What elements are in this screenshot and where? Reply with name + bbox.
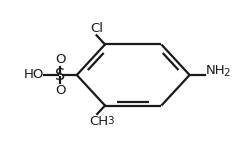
Text: 3: 3	[107, 116, 114, 126]
Text: S: S	[55, 68, 66, 82]
Text: NH: NH	[206, 63, 225, 76]
Text: O: O	[55, 53, 66, 66]
Text: O: O	[55, 84, 66, 97]
Text: HO: HO	[24, 69, 44, 81]
Text: 2: 2	[223, 68, 230, 78]
Text: Cl: Cl	[90, 22, 103, 35]
Text: CH: CH	[89, 115, 108, 128]
